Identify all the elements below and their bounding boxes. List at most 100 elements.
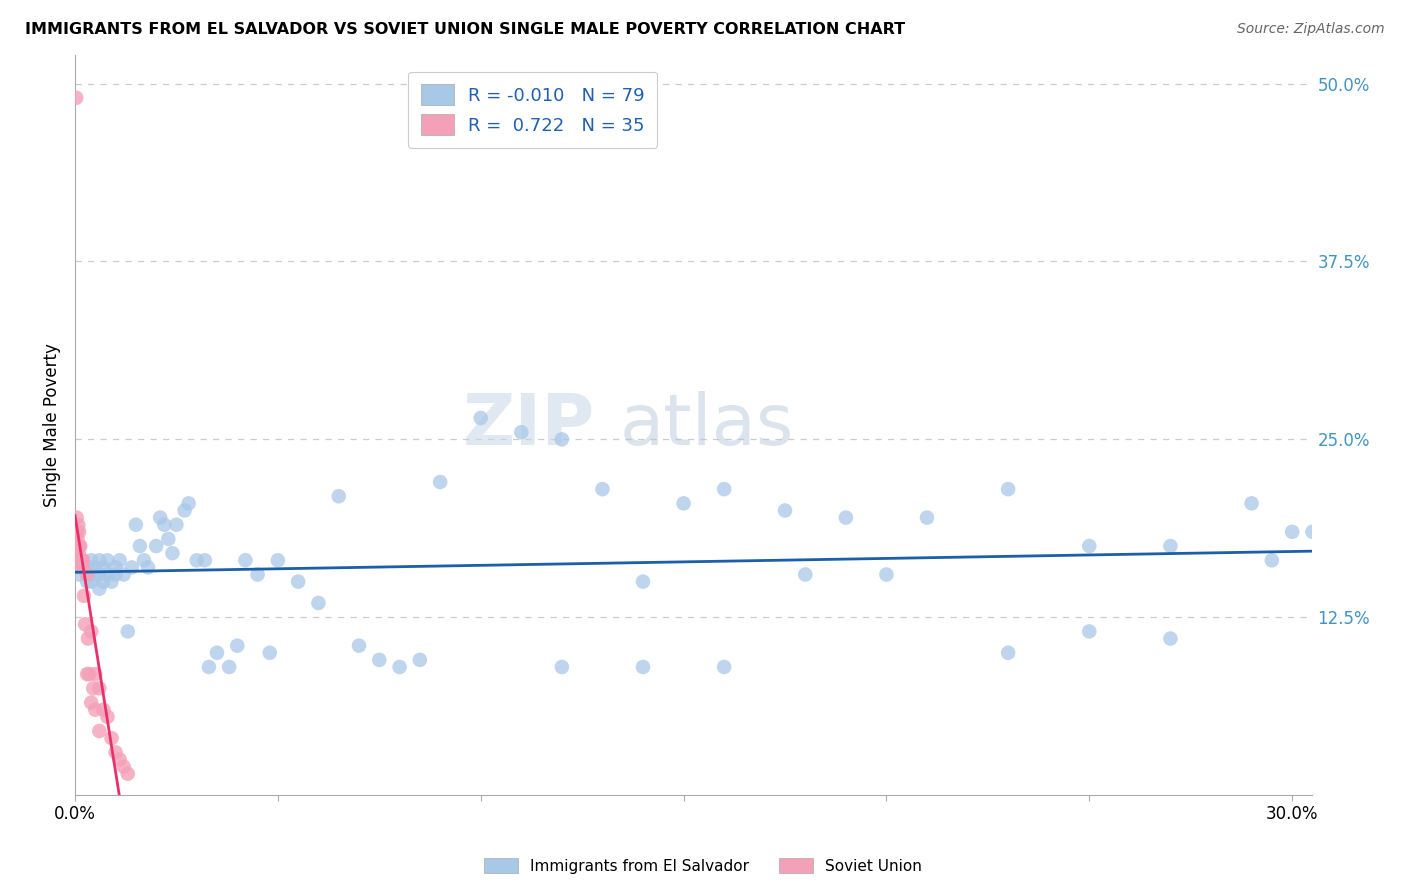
Point [551, 433, 574, 447]
Point [67, 567, 90, 582]
Point [136, 560, 159, 574]
Point [1281, 524, 1303, 539]
Point [93, 703, 115, 717]
Point [1159, 632, 1181, 646]
Point [997, 482, 1019, 496]
Point [1240, 496, 1263, 510]
Point [368, 653, 391, 667]
Point [409, 653, 432, 667]
Point [551, 660, 574, 674]
Point [129, 539, 152, 553]
Point [80, 696, 103, 710]
Point [65, 91, 87, 105]
Point [96, 567, 118, 582]
Point [69, 539, 91, 553]
Point [429, 475, 451, 489]
Point [267, 553, 290, 567]
Point [875, 567, 897, 582]
Point [713, 660, 735, 674]
Point [388, 660, 411, 674]
Point [510, 425, 533, 440]
Point [76, 560, 98, 574]
Point [1159, 539, 1181, 553]
Point [713, 482, 735, 496]
Point [117, 624, 139, 639]
Point [307, 596, 329, 610]
Point [77, 632, 100, 646]
Point [72, 560, 94, 574]
Point [76, 574, 98, 589]
Point [347, 639, 370, 653]
Point [470, 411, 492, 425]
Point [76, 567, 98, 582]
Point [631, 574, 654, 589]
Point [76, 567, 98, 582]
Point [67, 546, 90, 560]
Point [89, 582, 111, 596]
Point [672, 496, 695, 510]
Point [104, 560, 127, 574]
Point [67, 517, 90, 532]
Point [198, 660, 221, 674]
Point [67, 524, 90, 539]
Text: atlas: atlas [620, 391, 794, 459]
Legend: Immigrants from El Salvador, Soviet Union: Immigrants from El Salvador, Soviet Unio… [478, 852, 928, 880]
Point [1078, 624, 1101, 639]
Point [108, 553, 131, 567]
Point [84, 567, 107, 582]
Legend: R = -0.010   N = 79, R =  0.722   N = 35: R = -0.010 N = 79, R = 0.722 N = 35 [408, 71, 657, 147]
Point [70, 560, 93, 574]
Point [112, 759, 135, 773]
Point [72, 560, 94, 574]
Point [108, 752, 131, 766]
Point [89, 724, 111, 739]
Point [72, 553, 94, 567]
Point [100, 731, 122, 746]
Point [591, 482, 613, 496]
Point [75, 617, 97, 632]
Text: IMMIGRANTS FROM EL SALVADOR VS SOVIET UNION SINGLE MALE POVERTY CORRELATION CHAR: IMMIGRANTS FROM EL SALVADOR VS SOVIET UN… [25, 22, 905, 37]
Point [915, 510, 938, 524]
Point [121, 560, 143, 574]
Point [76, 667, 98, 681]
Point [157, 532, 180, 546]
Point [66, 532, 89, 546]
Point [835, 510, 858, 524]
Point [328, 489, 350, 503]
Point [173, 503, 195, 517]
Point [82, 681, 104, 696]
Point [149, 510, 172, 524]
Point [165, 517, 187, 532]
Point [259, 646, 281, 660]
Point [104, 567, 127, 582]
Point [226, 639, 249, 653]
Point [194, 553, 217, 567]
Text: ZIP: ZIP [463, 391, 595, 459]
Point [84, 667, 107, 681]
Point [218, 660, 240, 674]
Y-axis label: Single Male Poverty: Single Male Poverty [44, 343, 60, 507]
Point [77, 667, 100, 681]
Point [1261, 553, 1284, 567]
Point [84, 560, 107, 574]
Point [117, 766, 139, 780]
Point [1078, 539, 1101, 553]
Point [96, 710, 118, 724]
Point [67, 553, 90, 567]
Point [93, 560, 115, 574]
Point [112, 567, 135, 582]
Point [66, 524, 89, 539]
Point [104, 745, 127, 759]
Point [80, 574, 103, 589]
Point [66, 510, 89, 524]
Point [96, 553, 118, 567]
Point [631, 660, 654, 674]
Point [153, 517, 176, 532]
Point [205, 646, 228, 660]
Point [246, 567, 269, 582]
Point [773, 503, 796, 517]
Point [66, 539, 89, 553]
Point [70, 553, 93, 567]
Point [132, 553, 155, 567]
Point [84, 703, 107, 717]
